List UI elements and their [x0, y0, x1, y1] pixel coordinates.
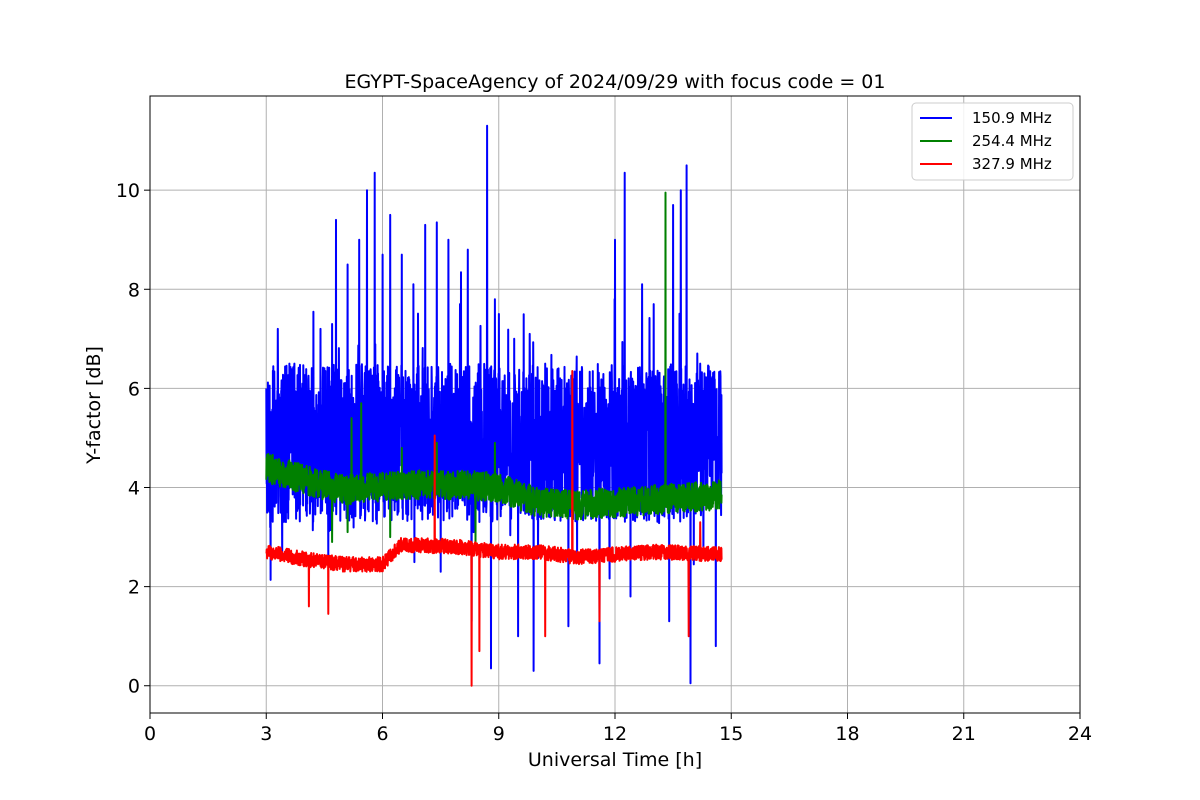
plot-area [265, 124, 723, 687]
series-line-2 [265, 191, 723, 543]
legend-label: 254.4 MHz [972, 132, 1052, 150]
x-tick-label: 12 [603, 723, 627, 745]
x-axis-label: Universal Time [h] [528, 749, 702, 771]
x-tick-label: 21 [952, 723, 976, 745]
y-tick-label: 8 [128, 279, 140, 301]
x-tick-label: 3 [260, 723, 272, 745]
x-axis: 0 3 6 9 12 15 18 21 24 [144, 713, 1092, 745]
chart-title: EGYPT-SpaceAgency of 2024/09/29 with foc… [345, 71, 886, 93]
y-tick-label: 6 [128, 378, 140, 400]
y-tick-label: 10 [116, 180, 140, 202]
series-line-3 [265, 370, 723, 687]
y-tick-label: 2 [128, 577, 140, 599]
y-axis-label: Y-factor [dB] [83, 346, 105, 465]
legend: 150.9 MHz 254.4 MHz 327.9 MHz [911, 102, 1074, 181]
x-tick-label: 24 [1068, 723, 1092, 745]
y-tick-label: 0 [128, 676, 140, 698]
x-tick-label: 0 [144, 723, 156, 745]
x-tick-label: 6 [376, 723, 388, 745]
legend-box [911, 102, 1074, 181]
y-tick-label: 4 [128, 478, 140, 500]
y-axis: 0 2 4 6 8 10 [116, 180, 150, 698]
legend-label: 150.9 MHz [972, 109, 1052, 127]
x-tick-label: 18 [835, 723, 859, 745]
x-tick-label: 15 [719, 723, 743, 745]
legend-label: 327.9 MHz [972, 155, 1052, 173]
x-tick-label: 9 [493, 723, 505, 745]
